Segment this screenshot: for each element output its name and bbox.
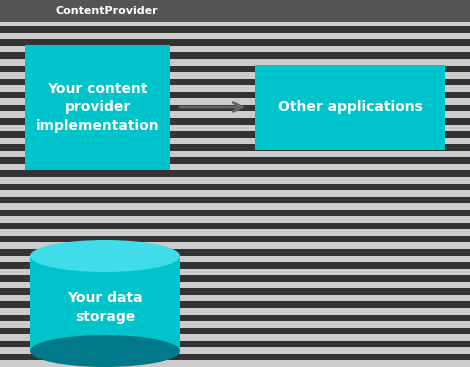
- Bar: [0, 124, 470, 131]
- Bar: [0, 66, 470, 72]
- Bar: [0, 308, 470, 315]
- Bar: [0, 98, 470, 105]
- Bar: [0, 315, 470, 321]
- Bar: [0, 210, 470, 216]
- Bar: [0, 347, 470, 354]
- Bar: [5, 30, 465, 185]
- Bar: [0, 170, 470, 177]
- Bar: [0, 288, 470, 295]
- Ellipse shape: [30, 240, 180, 272]
- Bar: [0, 138, 470, 144]
- Bar: [0, 92, 470, 98]
- Bar: [0, 354, 470, 360]
- Bar: [0, 262, 470, 269]
- Bar: [0, 13, 470, 20]
- Bar: [0, 144, 470, 151]
- Bar: [0, 39, 470, 46]
- Bar: [0, 321, 470, 328]
- Bar: [0, 282, 470, 288]
- Bar: [0, 184, 470, 190]
- Bar: [0, 328, 470, 334]
- Bar: [0, 0, 470, 22]
- Bar: [0, 301, 470, 308]
- Bar: [0, 229, 470, 236]
- Bar: [0, 157, 470, 164]
- Bar: [0, 46, 470, 52]
- Bar: [0, 275, 470, 282]
- Bar: [0, 341, 470, 347]
- Bar: [0, 105, 470, 112]
- Bar: [0, 85, 470, 92]
- Bar: [0, 118, 470, 124]
- Bar: [0, 269, 470, 275]
- Bar: [0, 223, 470, 229]
- Bar: [0, 0, 470, 7]
- Bar: [30, 256, 180, 351]
- Bar: [0, 72, 470, 79]
- Bar: [0, 255, 470, 262]
- Text: Other applications: Other applications: [278, 101, 423, 115]
- Bar: [0, 7, 470, 13]
- Bar: [0, 112, 470, 118]
- Bar: [0, 203, 470, 210]
- Bar: [0, 20, 470, 26]
- Bar: [255, 65, 445, 150]
- Ellipse shape: [30, 335, 180, 367]
- Bar: [0, 33, 470, 39]
- Text: Your content
provider
implementation: Your content provider implementation: [36, 82, 159, 133]
- Bar: [0, 79, 470, 85]
- Bar: [0, 197, 470, 203]
- Bar: [0, 151, 470, 157]
- Bar: [0, 26, 470, 33]
- Bar: [0, 249, 470, 255]
- Bar: [0, 236, 470, 243]
- Bar: [0, 243, 470, 249]
- Bar: [0, 52, 470, 59]
- Bar: [0, 59, 470, 66]
- Text: ContentProvider: ContentProvider: [55, 6, 157, 16]
- Bar: [0, 334, 470, 341]
- Bar: [25, 45, 170, 170]
- Bar: [0, 216, 470, 223]
- Bar: [0, 360, 470, 367]
- Bar: [0, 295, 470, 301]
- Bar: [0, 190, 470, 197]
- Bar: [0, 131, 470, 138]
- Bar: [0, 164, 470, 170]
- Bar: [0, 177, 470, 184]
- Text: Your data
storage: Your data storage: [67, 291, 143, 324]
